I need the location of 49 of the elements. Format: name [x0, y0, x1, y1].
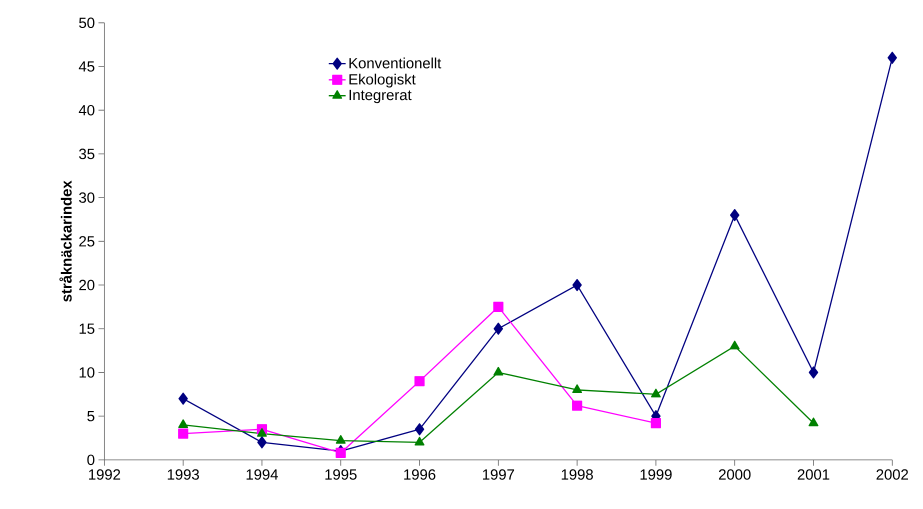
y-tick-label: 35: [79, 148, 94, 159]
y-axis-title: stråknäckarindex: [59, 180, 72, 302]
y-tick-label: 5: [87, 410, 94, 422]
point: [257, 436, 267, 448]
point: [493, 366, 504, 376]
y-tick-label: 20: [79, 280, 94, 290]
y-tick-label: 45: [78, 61, 94, 72]
point: [572, 400, 582, 411]
x-tick-label: 1992: [89, 469, 120, 480]
point: [730, 208, 740, 221]
x-tick-label: 1994: [246, 469, 278, 480]
point: [257, 428, 267, 437]
y-tick-label: 25: [79, 236, 94, 246]
x-tick-label: 1997: [482, 469, 514, 480]
point: [572, 384, 582, 393]
point: [178, 392, 188, 405]
legend-label: Konventionellt: [349, 57, 442, 68]
x-tick-label: 2000: [718, 469, 751, 480]
x-tick-label: 1996: [404, 469, 436, 480]
point: [493, 302, 504, 312]
point: [650, 388, 661, 398]
point: [494, 322, 504, 335]
point: [808, 417, 818, 426]
x-tick-label: 1999: [640, 469, 672, 480]
point: [572, 278, 582, 291]
legend-label: Ekologiskt: [349, 73, 416, 88]
y-tick-label: 30: [79, 192, 94, 203]
y-tick-label: 50: [79, 17, 94, 28]
point: [808, 366, 818, 378]
point: [178, 419, 188, 428]
point: [336, 448, 346, 458]
point: [178, 428, 188, 439]
x-tick-label: 2002: [876, 469, 908, 480]
point: [414, 422, 424, 436]
x-tick-label: 2001: [798, 469, 830, 480]
x-tick-label: 1995: [325, 469, 357, 480]
legend-label: Integrerat: [350, 90, 412, 103]
y-tick-label: 15: [80, 323, 94, 334]
point: [730, 340, 740, 350]
point: [414, 436, 424, 446]
point: [888, 51, 897, 64]
point: [414, 376, 425, 386]
y-tick-label: 0: [87, 454, 94, 465]
x-tick-label: 1993: [168, 469, 199, 480]
y-tick-label: 40: [78, 104, 94, 116]
point: [650, 418, 661, 428]
y-tick-label: 10: [80, 366, 94, 378]
x-tick-label: 1998: [562, 469, 593, 480]
point: [336, 434, 346, 444]
